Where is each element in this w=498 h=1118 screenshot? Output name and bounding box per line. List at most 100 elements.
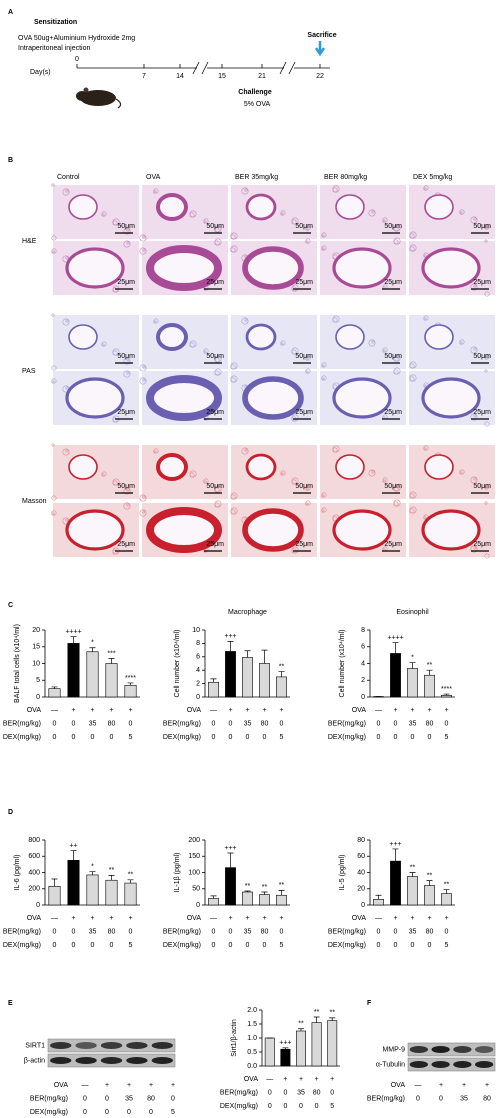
tissue-speck bbox=[459, 339, 465, 345]
scale-label: 25μm bbox=[473, 541, 491, 548]
row-value: + bbox=[128, 707, 132, 714]
row-value: 0 bbox=[428, 942, 432, 949]
bar bbox=[280, 1048, 291, 1067]
row-value: 0 bbox=[149, 1109, 153, 1116]
tissue-speck bbox=[368, 209, 376, 217]
error-bar bbox=[329, 1017, 336, 1021]
significance-label: ** bbox=[410, 864, 416, 871]
tissue-speck bbox=[484, 239, 488, 243]
row-value: 5 bbox=[445, 734, 449, 741]
row-label: PAS bbox=[22, 368, 36, 375]
tissue-speck bbox=[382, 217, 388, 223]
significance-label: ++ bbox=[69, 842, 77, 849]
tissue-speck bbox=[51, 510, 57, 516]
day: 22 bbox=[316, 73, 324, 80]
scale-label: 50μm bbox=[473, 223, 491, 230]
scale-label: 25μm bbox=[295, 279, 313, 286]
bar bbox=[225, 651, 236, 698]
error-bar bbox=[409, 662, 416, 669]
bar bbox=[441, 695, 452, 698]
row-value: + bbox=[462, 1082, 466, 1089]
tissue-speck bbox=[214, 225, 222, 233]
row-value: 0 bbox=[105, 1095, 109, 1102]
significance-label: ** bbox=[314, 1009, 320, 1016]
tissue-speck bbox=[423, 185, 429, 191]
scale-label: 50μm bbox=[117, 353, 135, 360]
airway bbox=[421, 247, 481, 289]
tissue-speck bbox=[214, 500, 222, 508]
row-label: BER(mg/kg) bbox=[328, 928, 366, 935]
row-value: 0 bbox=[246, 734, 250, 741]
bar bbox=[105, 663, 118, 698]
error-bar bbox=[244, 890, 251, 892]
row-label: BER(mg/kg) bbox=[220, 1089, 258, 1096]
tissue-speck bbox=[241, 447, 249, 455]
airway bbox=[242, 376, 304, 420]
y-tick-label: 800 bbox=[28, 837, 40, 844]
row-value: 5 bbox=[280, 734, 284, 741]
day: 21 bbox=[258, 73, 266, 80]
scale-label: 50μm bbox=[295, 483, 313, 490]
tissue-speck bbox=[382, 347, 388, 353]
tissue-speck bbox=[321, 507, 327, 513]
tissue-speck bbox=[244, 188, 248, 192]
tissue-speck bbox=[65, 189, 69, 193]
significance-label: +++ bbox=[224, 845, 236, 852]
error-bar bbox=[51, 878, 58, 887]
row-value: + bbox=[228, 707, 232, 714]
row-value: 0 bbox=[72, 942, 76, 949]
error-bar bbox=[127, 879, 134, 884]
row-value: 0 bbox=[53, 928, 57, 935]
tissue-speck bbox=[241, 187, 249, 195]
bar bbox=[390, 653, 401, 698]
row-value: + bbox=[245, 915, 249, 922]
row-label: BER(mg/kg) bbox=[367, 1095, 405, 1102]
row-value: 0 bbox=[268, 1103, 272, 1110]
scale-label: 25μm bbox=[206, 409, 224, 416]
tissue-speck bbox=[153, 448, 159, 454]
panel-label: E bbox=[8, 1000, 13, 1007]
row-value: 0 bbox=[229, 720, 233, 727]
row-label: OVA bbox=[352, 707, 367, 714]
error-bar bbox=[443, 693, 450, 696]
row-value: 0 bbox=[280, 720, 284, 727]
row-value: 0 bbox=[280, 928, 284, 935]
panel-label: F bbox=[367, 1000, 372, 1007]
row-value: + bbox=[485, 1082, 489, 1089]
row-value: 0 bbox=[212, 928, 216, 935]
significance-label: ** bbox=[245, 883, 251, 890]
row-value: 35 bbox=[297, 1089, 305, 1096]
significance-label: ** bbox=[279, 663, 285, 670]
tissue-speck bbox=[459, 209, 465, 215]
scale-label: 25μm bbox=[295, 409, 313, 416]
airway bbox=[421, 377, 481, 419]
tissue-speck bbox=[484, 224, 490, 230]
y-tick-label: 1.5 bbox=[247, 1021, 257, 1028]
row-value: 0 bbox=[330, 1089, 334, 1096]
band-label: β-actin bbox=[24, 1057, 45, 1064]
row-value: 0 bbox=[394, 942, 398, 949]
error-bar bbox=[70, 636, 77, 644]
arrow bbox=[314, 41, 326, 57]
tissue-speck bbox=[51, 495, 57, 501]
airway bbox=[68, 454, 98, 480]
tissue-speck bbox=[189, 340, 197, 348]
scale-label: 50μm bbox=[117, 223, 135, 230]
mouse-illustration bbox=[76, 87, 122, 109]
significance-label: ** bbox=[427, 872, 433, 879]
tissue-speck bbox=[321, 375, 327, 381]
blot-strip bbox=[407, 1042, 496, 1057]
y-tick-label: 8 bbox=[361, 627, 365, 634]
error-bar bbox=[89, 647, 96, 652]
bar bbox=[208, 681, 219, 698]
tissue-speck bbox=[230, 507, 238, 515]
tissue-speck bbox=[484, 291, 490, 297]
tissue-speck bbox=[51, 443, 55, 447]
row-value: 0 bbox=[445, 928, 449, 935]
row-value: + bbox=[299, 1076, 303, 1083]
bar bbox=[311, 1022, 322, 1067]
tissue-speck bbox=[332, 315, 340, 323]
tissue-speck bbox=[332, 185, 340, 193]
blot-band bbox=[453, 1046, 472, 1053]
